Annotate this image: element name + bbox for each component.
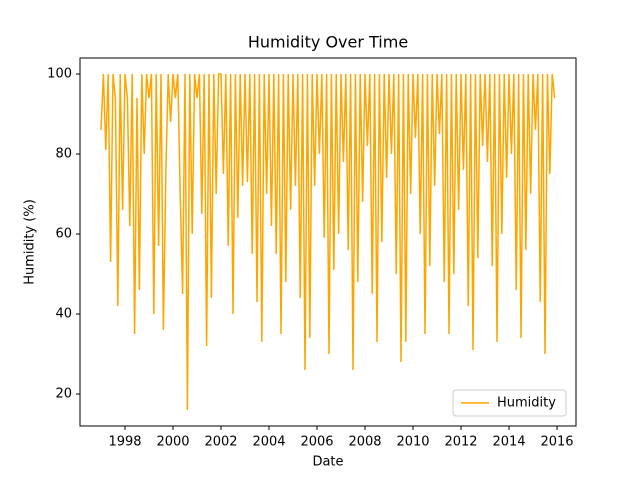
- y-tick-label: 40: [55, 307, 72, 322]
- data-line: [100, 73, 556, 411]
- x-tick-label: 2004: [252, 435, 285, 450]
- x-tick-label: 2012: [444, 435, 477, 450]
- y-tick-label: 60: [55, 227, 72, 242]
- chart-title: Humidity Over Time: [248, 33, 408, 52]
- x-tick-label: 2014: [492, 435, 525, 450]
- x-tick-label: 1998: [108, 435, 141, 450]
- legend-label: Humidity: [497, 396, 556, 411]
- x-tick-label: 2000: [156, 435, 189, 450]
- x-tick-label: 2008: [348, 435, 381, 450]
- y-tick-label: 100: [47, 67, 72, 82]
- legend-box: [452, 389, 567, 417]
- x-tick-label: 2010: [396, 435, 429, 450]
- x-tick-label: 2016: [540, 435, 573, 450]
- y-tick-label: 20: [55, 387, 72, 402]
- x-tick-label: 2006: [300, 435, 333, 450]
- x-axis-label: Date: [312, 455, 343, 470]
- y-tick-label: 80: [55, 147, 72, 162]
- y-axis-label: Humidity (%): [23, 199, 38, 285]
- x-tick-label: 2002: [204, 435, 237, 450]
- plot-frame: [79, 57, 577, 427]
